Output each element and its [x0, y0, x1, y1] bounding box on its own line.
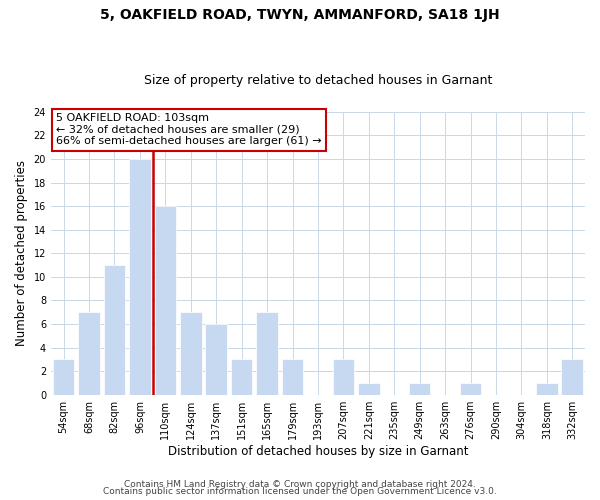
Bar	[53, 360, 74, 394]
Bar	[256, 312, 278, 394]
Bar	[129, 159, 151, 394]
Bar	[536, 383, 557, 394]
Bar	[562, 360, 583, 394]
Bar	[282, 360, 304, 394]
Bar	[205, 324, 227, 394]
X-axis label: Distribution of detached houses by size in Garnant: Distribution of detached houses by size …	[168, 444, 468, 458]
Text: 5, OAKFIELD ROAD, TWYN, AMMANFORD, SA18 1JH: 5, OAKFIELD ROAD, TWYN, AMMANFORD, SA18 …	[100, 8, 500, 22]
Bar	[409, 383, 430, 394]
Bar	[155, 206, 176, 394]
Bar	[78, 312, 100, 394]
Bar	[231, 360, 253, 394]
Bar	[460, 383, 481, 394]
Title: Size of property relative to detached houses in Garnant: Size of property relative to detached ho…	[144, 74, 492, 87]
Bar	[358, 383, 380, 394]
Y-axis label: Number of detached properties: Number of detached properties	[15, 160, 28, 346]
Bar	[180, 312, 202, 394]
Text: Contains public sector information licensed under the Open Government Licence v3: Contains public sector information licen…	[103, 487, 497, 496]
Text: Contains HM Land Registry data © Crown copyright and database right 2024.: Contains HM Land Registry data © Crown c…	[124, 480, 476, 489]
Bar	[104, 265, 125, 394]
Text: 5 OAKFIELD ROAD: 103sqm
← 32% of detached houses are smaller (29)
66% of semi-de: 5 OAKFIELD ROAD: 103sqm ← 32% of detache…	[56, 113, 322, 146]
Bar	[332, 360, 354, 394]
